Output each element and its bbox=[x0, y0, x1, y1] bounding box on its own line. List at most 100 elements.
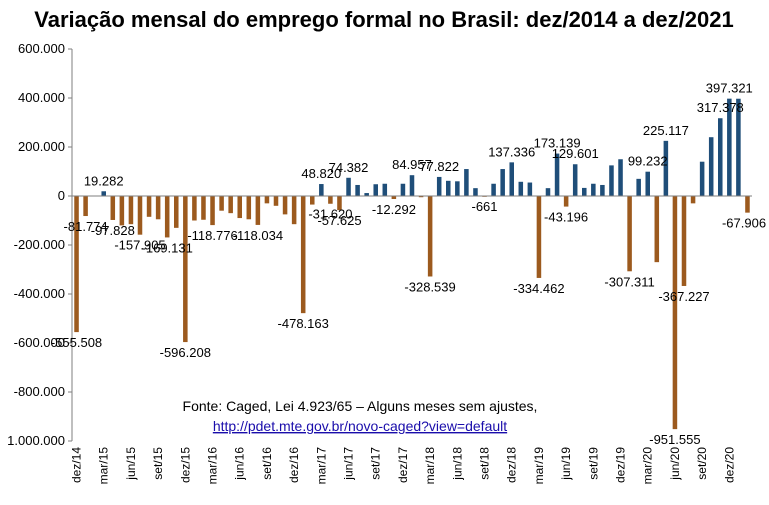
bar bbox=[681, 196, 687, 286]
bars bbox=[74, 98, 750, 430]
data-label: 74.382 bbox=[329, 160, 369, 175]
x-tick-label: jun/16 bbox=[233, 447, 247, 481]
y-tick-label: 400.000 bbox=[18, 90, 65, 105]
data-label: -43.196 bbox=[544, 210, 588, 225]
x-tick-label: dez/18 bbox=[505, 447, 519, 483]
x-tick-label: set/18 bbox=[478, 447, 492, 480]
bar bbox=[137, 196, 143, 235]
data-label: -169.131 bbox=[142, 240, 193, 255]
bar bbox=[364, 193, 369, 196]
data-label: 99.232 bbox=[628, 154, 668, 169]
bar bbox=[473, 188, 478, 196]
bar bbox=[355, 184, 360, 196]
x-tick-label: jun/19 bbox=[559, 447, 573, 481]
bar bbox=[101, 191, 106, 196]
x-tick-label: jun/20 bbox=[668, 447, 682, 481]
bar bbox=[536, 196, 542, 278]
bar bbox=[210, 196, 215, 226]
data-label: -661 bbox=[471, 199, 497, 214]
data-label: -118.034 bbox=[233, 228, 283, 243]
chart-title: Variação mensal do emprego formal no Bra… bbox=[34, 7, 733, 32]
data-label: -334.462 bbox=[513, 281, 564, 296]
y-tick-label: -800.000 bbox=[14, 384, 65, 399]
bar bbox=[554, 153, 560, 196]
bar bbox=[663, 140, 669, 196]
data-label: 129.601 bbox=[552, 146, 599, 161]
data-label: 137.336 bbox=[488, 144, 535, 159]
bar bbox=[736, 98, 741, 196]
bar bbox=[119, 196, 125, 226]
data-label: -81.774 bbox=[64, 219, 108, 234]
bar bbox=[708, 137, 714, 196]
bar bbox=[518, 181, 524, 196]
x-tick-label: mar/19 bbox=[532, 447, 546, 485]
bar bbox=[291, 196, 297, 225]
data-label: -67.906 bbox=[722, 216, 766, 231]
source-link[interactable]: http://pdet.mte.gov.br/novo-caged?view=d… bbox=[213, 418, 507, 434]
y-tick-label: -400.000 bbox=[14, 286, 65, 301]
bar bbox=[672, 196, 678, 430]
data-label: -118.776 bbox=[187, 228, 237, 243]
bar bbox=[255, 196, 261, 225]
bar bbox=[427, 196, 433, 277]
bar bbox=[509, 162, 514, 196]
bar bbox=[74, 196, 79, 333]
y-tick-label: 200.000 bbox=[18, 139, 65, 154]
bar bbox=[446, 180, 451, 196]
bar bbox=[527, 182, 533, 196]
bar bbox=[237, 196, 242, 219]
bar bbox=[609, 165, 614, 197]
bar bbox=[727, 98, 732, 196]
data-label: -57.625 bbox=[317, 213, 361, 228]
bar bbox=[645, 171, 650, 196]
y-tick-label: 600.000 bbox=[18, 41, 65, 56]
x-axis: dez/14 mar/15 jun/15 set/15 dez/15 mar/16 jun/… bbox=[70, 195, 752, 485]
data-label: -328.539 bbox=[404, 280, 455, 295]
bar bbox=[654, 196, 660, 263]
x-tick-label: jun/18 bbox=[450, 447, 464, 481]
x-tick-label: dez/19 bbox=[614, 447, 628, 483]
bar bbox=[219, 196, 224, 211]
data-label: 173.139 bbox=[534, 136, 581, 151]
bar bbox=[382, 183, 388, 196]
bar bbox=[391, 196, 397, 200]
x-tick-label: jun/15 bbox=[124, 447, 138, 481]
bar bbox=[282, 196, 288, 215]
bar bbox=[409, 175, 415, 196]
bar bbox=[328, 196, 333, 204]
bar bbox=[491, 183, 496, 196]
bar bbox=[273, 196, 279, 206]
data-label: 317.378 bbox=[697, 100, 744, 115]
x-tick-label: mar/18 bbox=[423, 447, 437, 485]
y-tick-label: -600.000 bbox=[14, 335, 65, 350]
bar bbox=[618, 159, 623, 196]
bar bbox=[745, 196, 750, 213]
y-tick-label: 1.000.000 bbox=[7, 433, 65, 448]
data-label: -157.905 bbox=[114, 238, 165, 253]
bar bbox=[636, 178, 641, 196]
data-label: -97.828 bbox=[91, 223, 135, 238]
x-tick-label: dez/16 bbox=[287, 447, 301, 483]
bar bbox=[201, 196, 206, 220]
data-label: -951.555 bbox=[649, 432, 700, 447]
x-tick-label: dez/20 bbox=[722, 447, 736, 483]
source-note: Fonte: Caged, Lei 4.923/65 – Alguns mese… bbox=[183, 398, 538, 414]
x-tick-label: dez/14 bbox=[70, 447, 84, 483]
bar bbox=[164, 196, 170, 238]
bar bbox=[400, 183, 406, 196]
x-tick-label: mar/17 bbox=[314, 447, 328, 485]
bar bbox=[500, 169, 505, 196]
bar bbox=[337, 196, 342, 211]
data-label: -555.508 bbox=[51, 335, 102, 350]
x-tick-label: dez/17 bbox=[396, 447, 410, 483]
bar bbox=[300, 196, 306, 314]
bar bbox=[627, 196, 632, 272]
y-tick-label: 0 bbox=[58, 188, 65, 203]
y-axis: 600.000 400.000 200.000 0 -200.000 -400.000 -6… bbox=[7, 41, 73, 448]
bar bbox=[373, 184, 378, 196]
bar bbox=[572, 164, 578, 196]
bar bbox=[83, 196, 88, 217]
x-tick-label: set/16 bbox=[260, 447, 274, 480]
data-label: -12.292 bbox=[372, 202, 416, 217]
